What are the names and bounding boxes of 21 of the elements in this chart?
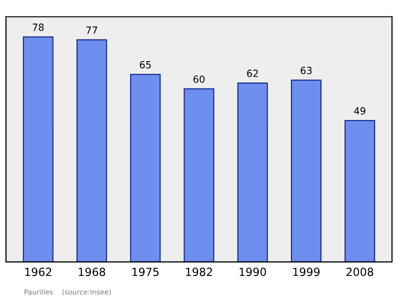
x-tick-label: 2008 <box>346 268 374 276</box>
data-label: 62 <box>247 70 258 78</box>
data-label: 77 <box>86 26 98 34</box>
x-tick-label: 1962 <box>25 268 52 276</box>
x-tick-label: 1990 <box>240 268 266 276</box>
bar <box>237 82 268 262</box>
data-label: 63 <box>300 66 312 74</box>
x-tick-label: 1982 <box>186 268 212 276</box>
bar <box>344 120 376 262</box>
x-tick-label: 1999 <box>293 268 320 276</box>
bar <box>290 80 322 262</box>
x-tick-label: 1968 <box>78 268 106 276</box>
data-label: 60 <box>193 75 205 83</box>
data-label: 49 <box>354 107 366 115</box>
data-label: 78 <box>32 24 44 31</box>
bar <box>130 74 161 262</box>
x-tick-label: 1975 <box>132 268 159 276</box>
bar <box>184 88 214 262</box>
bar <box>76 39 108 262</box>
bar <box>22 36 54 262</box>
data-label: 65 <box>140 61 151 68</box>
